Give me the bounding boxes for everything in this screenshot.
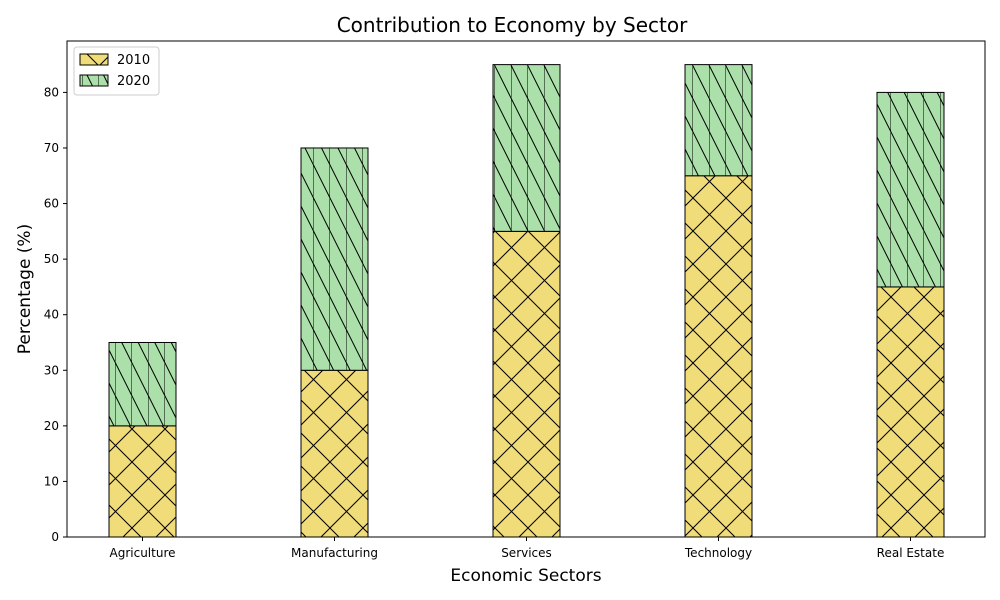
legend-swatch-hatch xyxy=(80,75,108,86)
bar-2020-real-estate xyxy=(876,91,945,288)
bar-hatch xyxy=(685,175,752,537)
bar-hatch xyxy=(493,231,560,537)
legend-swatch-outline xyxy=(79,74,109,87)
bar-2010-technology xyxy=(684,175,753,538)
legend-item-2010: 2010 xyxy=(79,53,150,68)
y-axis-label: Percentage (%) xyxy=(15,224,35,354)
bar-outline xyxy=(876,91,945,288)
bar-2010-services xyxy=(492,230,561,538)
bar-hatch xyxy=(493,64,560,232)
y-tick-label: 10 xyxy=(44,474,59,488)
x-axis-label: Economic Sectors xyxy=(450,566,601,586)
chart-title: Contribution to Economy by Sector xyxy=(337,13,688,37)
bar-outline xyxy=(684,64,753,177)
bar-2020-services xyxy=(492,64,561,232)
y-axis: 0 10 20 30 40 50 60 70 80 xyxy=(44,85,67,544)
x-tick-label: Manufacturing xyxy=(291,546,378,560)
x-axis: Agriculture Manufacturing Services Technolo… xyxy=(110,537,945,560)
y-tick-label: 70 xyxy=(44,141,59,155)
bar-hatch xyxy=(301,147,368,371)
bar-2010-agriculture xyxy=(108,425,177,538)
legend: 2010 2020 xyxy=(73,46,160,96)
plot-area xyxy=(108,64,945,538)
legend-swatch-hatch xyxy=(80,54,108,65)
bar-hatch xyxy=(877,92,944,287)
legend-label: 2010 xyxy=(117,53,150,68)
y-tick-label: 20 xyxy=(44,419,59,433)
bar-hatch xyxy=(877,286,944,537)
bar-hatch xyxy=(109,342,176,426)
x-tick-label: Agriculture xyxy=(110,546,176,560)
bar-2020-technology xyxy=(684,64,753,177)
legend-swatch-outline xyxy=(79,53,109,66)
y-tick-label: 50 xyxy=(44,252,59,266)
bar-2020-agriculture xyxy=(108,341,177,427)
bar-hatch xyxy=(109,425,176,537)
legend-label: 2020 xyxy=(117,74,150,89)
bar-hatch xyxy=(301,370,368,537)
bar-2020-manufacturing xyxy=(300,147,369,371)
x-tick-label: Technology xyxy=(684,546,752,560)
bar-2010-real-estate xyxy=(876,286,945,538)
bar-outline xyxy=(492,64,561,232)
bar-outline xyxy=(300,147,369,371)
y-tick-label: 40 xyxy=(44,308,59,322)
y-tick-label: 80 xyxy=(44,85,59,99)
legend-item-2020: 2020 xyxy=(79,74,150,89)
y-tick-label: 0 xyxy=(51,530,59,544)
bar-outline xyxy=(108,341,177,427)
bar-2010-manufacturing xyxy=(300,369,369,538)
x-tick-label: Services xyxy=(501,546,552,560)
y-tick-label: 60 xyxy=(44,197,59,211)
y-tick-label: 30 xyxy=(44,363,59,377)
bar-hatch xyxy=(685,64,752,176)
x-tick-label: Real Estate xyxy=(877,546,945,560)
